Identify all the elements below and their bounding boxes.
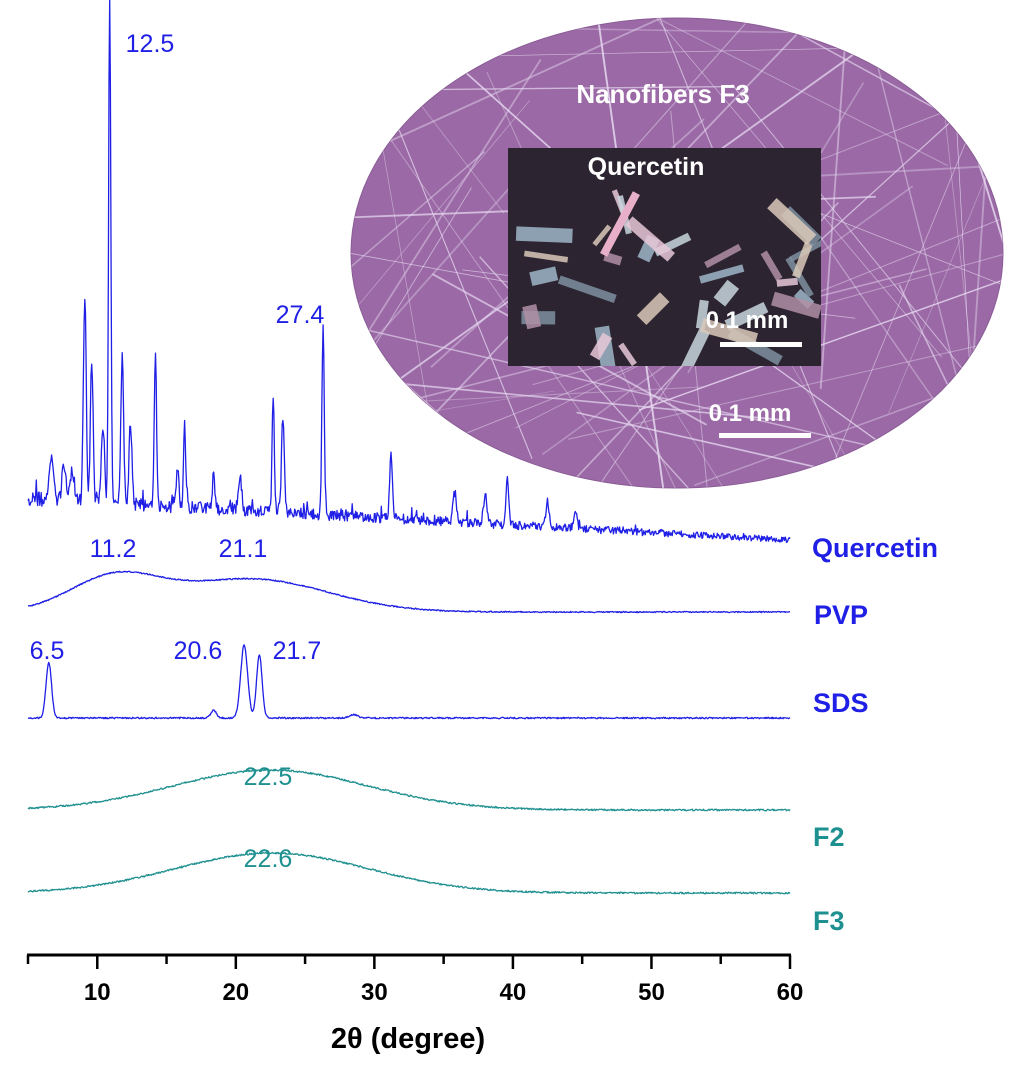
series-label-f3: F3	[813, 906, 845, 936]
crystal	[618, 342, 637, 366]
peak-label: 21.7	[273, 637, 322, 665]
trace-pvp	[27, 570, 791, 614]
series-label-pvp: PVP	[814, 600, 868, 630]
trace-sds	[27, 644, 791, 720]
inner-scale-bar	[720, 342, 802, 347]
crystal	[771, 291, 821, 319]
fiber-strand	[638, 220, 1003, 411]
series-label-f2: F2	[813, 822, 845, 852]
fiber-strand	[763, 82, 991, 488]
crystal	[529, 266, 559, 287]
crystal	[767, 198, 817, 245]
peak-label: 27.4	[276, 301, 325, 329]
fiber-strand	[873, 51, 1003, 488]
crystal	[592, 224, 612, 247]
x-axis-label: 2θ (degree)	[331, 1023, 485, 1055]
fiber-strand	[567, 297, 1003, 440]
crystal	[699, 318, 759, 347]
crystal	[600, 191, 640, 257]
peak-label: 20.6	[174, 637, 223, 665]
quercetin-crystals	[515, 189, 821, 366]
peak-label: 22.5	[244, 763, 293, 791]
x-tick-label: 20	[222, 979, 249, 1006]
series-label-quercetin: Quercetin	[812, 533, 938, 563]
crystal	[589, 332, 613, 361]
crystal	[776, 277, 799, 287]
trace-f2	[27, 768, 791, 812]
fiber-strand	[351, 85, 727, 92]
crystal	[724, 301, 769, 331]
xrd-traces	[27, 0, 791, 895]
x-tick-label: 30	[361, 979, 388, 1006]
peak-label: 11.2	[90, 535, 137, 563]
crystal	[557, 275, 617, 303]
fiber-strand	[351, 151, 486, 403]
crystal	[523, 250, 569, 263]
crystal	[515, 226, 573, 244]
x-tick-label: 50	[638, 979, 665, 1006]
fiber-strand	[694, 310, 1003, 487]
peak-label: 12.5	[126, 30, 175, 58]
peak-label: 6.5	[30, 637, 65, 665]
crystal	[636, 292, 670, 325]
peak-label: 22.6	[244, 845, 293, 873]
fiber-strand	[354, 59, 542, 353]
fiber-strand	[351, 369, 785, 421]
crystal	[677, 327, 711, 366]
crystal	[522, 303, 542, 330]
inner-scale-label: 0.1 mm	[706, 307, 789, 334]
series-labels: Quercetin PVP SDS F2 F3	[812, 533, 938, 936]
x-tick-label: 40	[500, 979, 527, 1006]
crystal	[713, 279, 740, 307]
fiber-strand	[351, 18, 701, 169]
crystal	[704, 243, 742, 269]
trace-quercetin	[27, 0, 791, 543]
fiber-strand	[576, 411, 1003, 488]
inset-outer-title: Nanofibers F3	[576, 79, 749, 109]
crystal	[699, 264, 745, 284]
crystal	[792, 241, 813, 279]
peak-label: 21.1	[219, 535, 268, 563]
fiber-strand	[1007, 241, 1024, 619]
x-tick-label: 60	[777, 979, 804, 1006]
outer-scale-bar	[719, 433, 811, 438]
crystal	[603, 252, 623, 266]
crystal	[760, 250, 783, 281]
outer-scale-label: 0.1 mm	[709, 400, 792, 427]
fiber-strand	[351, 46, 908, 64]
trace-f3	[27, 851, 791, 895]
crystal	[625, 216, 675, 262]
micrograph-inset: Nanofibers F3 Quercetin 0.1 mm 0.1 mm	[350, 17, 1024, 619]
peak-annotations: 12.5 27.4 11.2 21.1 6.5 20.6 21.7 22.5 22.6	[30, 30, 325, 873]
x-tick-label: 10	[84, 979, 111, 1006]
fiber-strand	[819, 18, 855, 389]
x-axis: 10 20 30 40 50 60 2θ (degree)	[26, 953, 804, 1055]
series-label-sds: SDS	[813, 688, 869, 718]
fiber-strand	[511, 18, 943, 358]
inset-inner-title: Quercetin	[588, 153, 705, 181]
fiber-strand	[487, 18, 949, 167]
